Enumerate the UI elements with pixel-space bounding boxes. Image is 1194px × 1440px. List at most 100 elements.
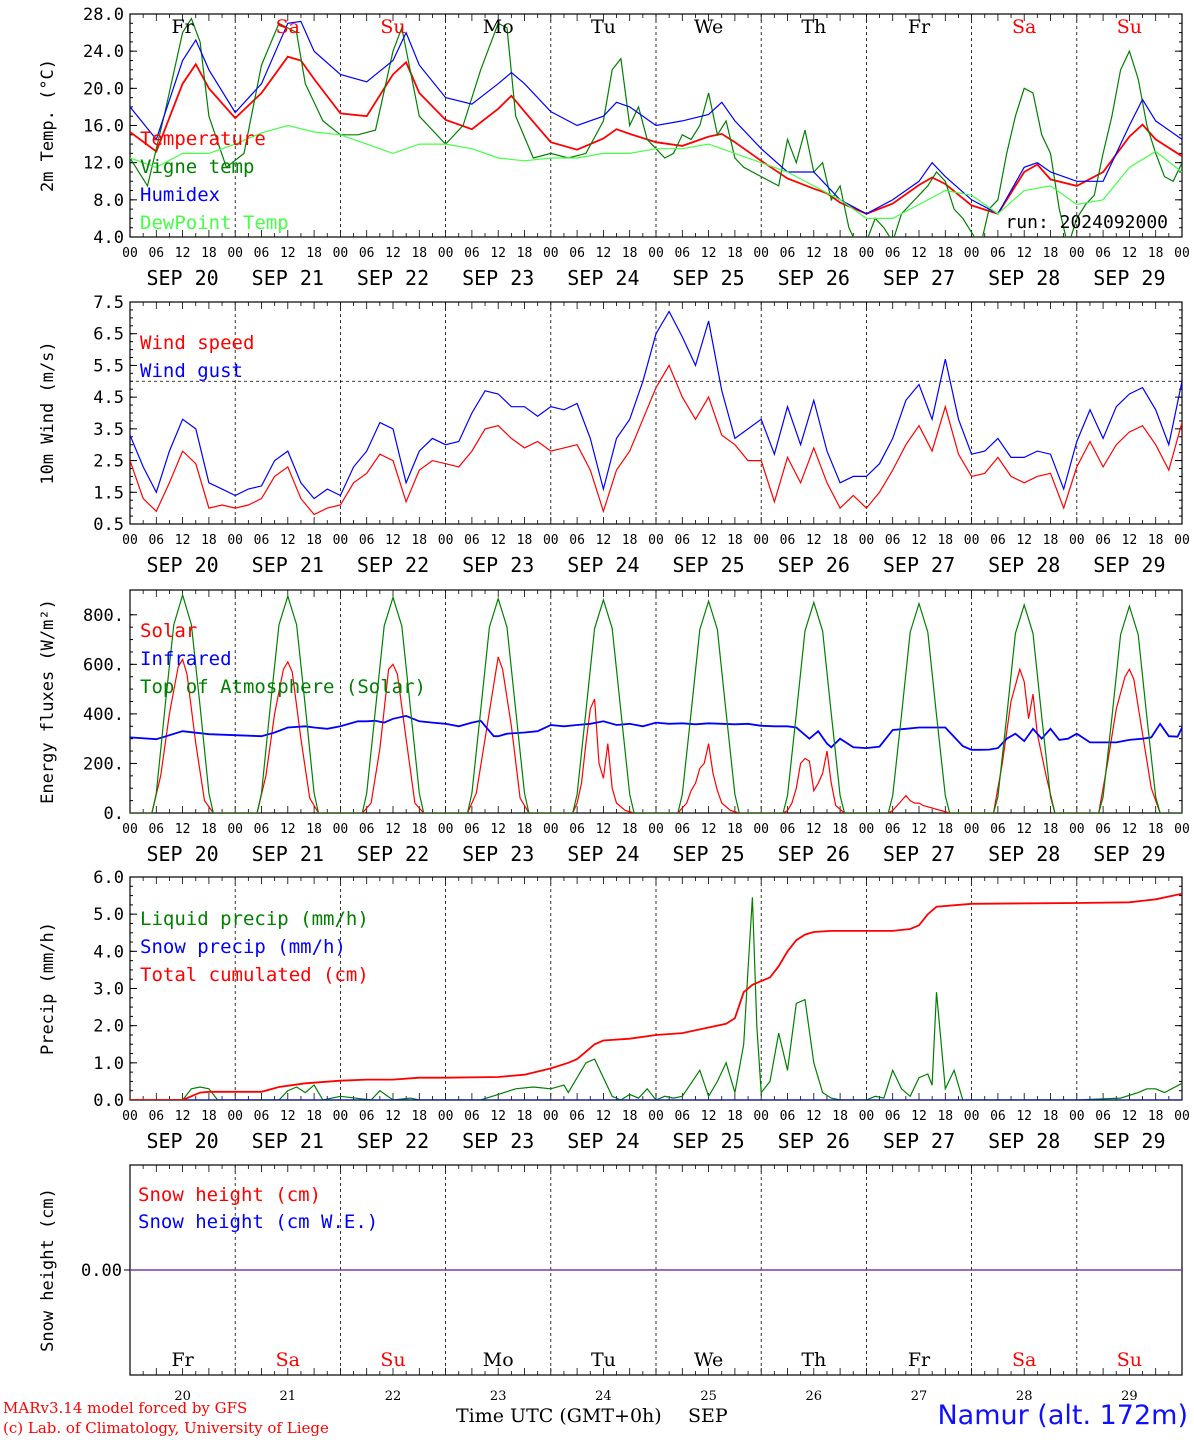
wind-date-label: SEP 25: [672, 553, 744, 577]
energy-y-tick-label: 400.: [83, 705, 124, 725]
panel-wind: 0.5 1.5 2.5 3.5 4.5 5.5 6.5 7.5 10m Wind (m/s) Wi…: [38, 293, 1190, 577]
temperature-hour-label: 18: [201, 246, 217, 261]
energy-hour-label: 12: [280, 822, 296, 837]
energy-hour-label: 18: [306, 822, 322, 837]
temperature-y-tick-label: 16.0: [83, 117, 124, 137]
precip-date-label: SEP 27: [883, 1129, 955, 1153]
temperature-hour-label: 06: [780, 246, 796, 261]
precip-hour-label: 18: [517, 1109, 533, 1124]
wind-hour-label: 12: [911, 533, 927, 548]
precip-hour-label: 00: [333, 1109, 349, 1124]
energy-hour-label: 06: [569, 822, 585, 837]
precip-date-label: SEP 28: [988, 1129, 1060, 1153]
run-annotation: run: 2024092000: [1005, 212, 1168, 233]
energy-y-tick-label: 800.: [83, 606, 124, 626]
temperature-hour-label: 06: [359, 246, 375, 261]
precip-legend-1: Snow precip (mm/h): [140, 936, 346, 958]
wind-hour-label: 00: [859, 533, 875, 548]
snow-y-axis-label: Snow height (cm): [38, 1188, 58, 1352]
energy-date-label: SEP 24: [567, 842, 639, 866]
wind-date-label: SEP 22: [357, 553, 429, 577]
temperature-date-label: SEP 27: [883, 266, 955, 290]
energy-hour-label: 06: [148, 822, 164, 837]
temperature-hour-label: 00: [227, 246, 243, 261]
energy-hour-label: 06: [674, 822, 690, 837]
wind-hour-label: 00: [543, 533, 559, 548]
day-number-9: 29: [1121, 1389, 1138, 1404]
precip-hour-label-final: 00: [1174, 1109, 1190, 1124]
precip-hour-label: 12: [911, 1109, 927, 1124]
wind-date-label: SEP 24: [567, 553, 639, 577]
snow-legend-1: Snow height (cm W.E.): [138, 1211, 378, 1233]
energy-date-label: SEP 25: [672, 842, 744, 866]
temperature-hour-label: 12: [701, 246, 717, 261]
temperature-date-label: SEP 28: [988, 266, 1060, 290]
wind-hour-label-final: 00: [1174, 533, 1190, 548]
temperature-date-label: SEP 21: [252, 266, 324, 290]
wind-hour-label: 12: [280, 533, 296, 548]
day-number-0: 20: [174, 1389, 191, 1404]
energy-hour-label: 06: [254, 822, 270, 837]
energy-date-label: SEP 20: [146, 842, 218, 866]
wind-hour-label: 06: [254, 533, 270, 548]
wind-hour-label: 06: [885, 533, 901, 548]
wind-date-label: SEP 29: [1093, 553, 1165, 577]
wind-hour-label: 00: [648, 533, 664, 548]
wind-y-tick-label: 1.5: [93, 483, 124, 503]
precip-hour-label: 12: [701, 1109, 717, 1124]
energy-legend-2: Top of Atmosphere (Solar): [140, 676, 426, 698]
temperature-hour-label: 00: [648, 246, 664, 261]
wind-hour-label: 06: [148, 533, 164, 548]
temperature-hour-label: 12: [385, 246, 401, 261]
day-number-6: 26: [806, 1389, 823, 1404]
temperature-hour-label: 06: [569, 246, 585, 261]
energy-y-axis-label: Energy fluxes (W/m²): [38, 599, 58, 804]
precip-legend-2: Total cumulated (cm): [140, 964, 369, 986]
wind-hour-label: 00: [333, 533, 349, 548]
precip-series-liquid-precip-mm-h: [130, 897, 1182, 1100]
lab-credit: (c) Lab. of Climatology, University of L…: [3, 1419, 329, 1437]
panel-precip: 0.0 1.0 2.0 3.0 4.0 5.0 6.0 Precip (mm/h) Liquid…: [38, 868, 1190, 1153]
precip-hour-label: 12: [175, 1109, 191, 1124]
wind-date-label: SEP 26: [778, 553, 850, 577]
temperature-y-axis-label: 2m Temp. (°C): [38, 59, 58, 192]
day-number-8: 28: [1016, 1389, 1033, 1404]
energy-legend-0: Solar: [140, 620, 197, 642]
day-number-7: 27: [911, 1389, 928, 1404]
temperature-hour-label: 18: [1043, 246, 1059, 261]
wind-hour-label: 18: [1148, 533, 1164, 548]
precip-hour-label: 00: [1069, 1109, 1085, 1124]
energy-hour-label: 18: [1148, 822, 1164, 837]
wind-hour-label: 06: [990, 533, 1006, 548]
model-credit: MARv3.14 model forced by GFS: [3, 1399, 248, 1417]
energy-hour-label: 18: [517, 822, 533, 837]
wind-y-axis-label: 10m Wind (m/s): [38, 341, 58, 484]
energy-hour-label: 18: [832, 822, 848, 837]
temperature-legend-0: Temperature: [140, 128, 266, 150]
energy-hour-label: 00: [333, 822, 349, 837]
energy-date-label: SEP 22: [357, 842, 429, 866]
precip-hour-label: 12: [1122, 1109, 1138, 1124]
precip-date-label: SEP 29: [1093, 1129, 1165, 1153]
temperature-hour-label: 18: [411, 246, 427, 261]
temperature-hour-label-final: 00: [1174, 246, 1190, 261]
precip-hour-label: 12: [490, 1109, 506, 1124]
precip-hour-label: 18: [306, 1109, 322, 1124]
precip-hour-label: 12: [596, 1109, 612, 1124]
temperature-legend-2: Humidex: [140, 184, 220, 206]
energy-hour-label: 18: [411, 822, 427, 837]
snow-legend-0: Snow height (cm): [138, 1184, 321, 1206]
temperature-hour-label: 00: [438, 246, 454, 261]
panel-snow: 0.00 Snow height (cm) Snow height (cm) Snow…: [38, 1164, 1183, 1404]
temperature-date-label: SEP 24: [567, 266, 639, 290]
wind-y-tick-label: 7.5: [93, 293, 124, 313]
day-name-3: Mo: [483, 16, 514, 38]
wind-series-wind-gust: [130, 310, 1182, 500]
wind-date-label: SEP 20: [146, 553, 218, 577]
temperature-hour-label: 12: [1122, 246, 1138, 261]
wind-hour-label: 00: [438, 533, 454, 548]
wind-hour-label: 06: [464, 533, 480, 548]
temperature-hour-label: 18: [832, 246, 848, 261]
energy-hour-label: 06: [780, 822, 796, 837]
temperature-hour-label: 00: [543, 246, 559, 261]
